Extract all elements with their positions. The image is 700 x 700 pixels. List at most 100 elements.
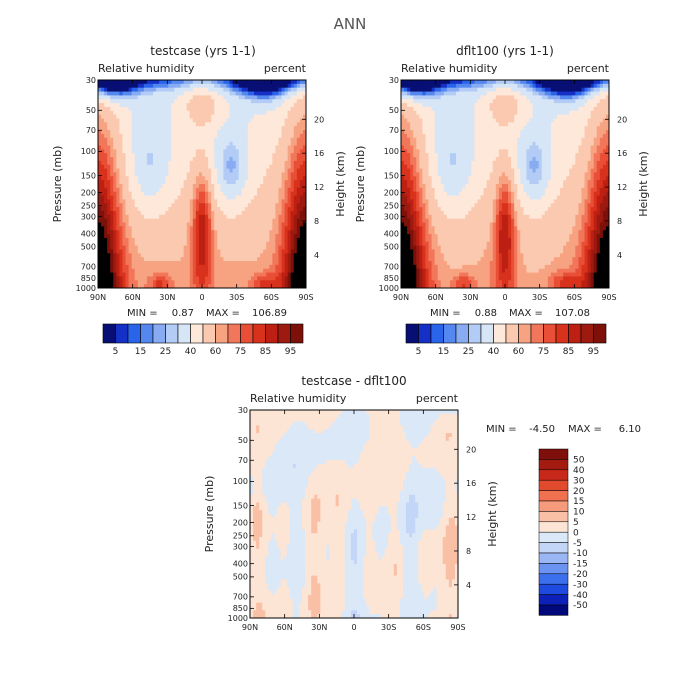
contour-cell: [98, 253, 102, 258]
contour-cell: [171, 230, 175, 235]
contour-cell: [235, 122, 240, 127]
contour-cell: [140, 284, 145, 289]
contour-cell: [462, 110, 466, 116]
contour-cell: [137, 153, 142, 158]
contour-cell: [422, 110, 426, 116]
contour-cell: [153, 95, 157, 100]
contour-cell: [272, 80, 276, 85]
contour-cell: [202, 91, 206, 96]
colorbar-label: 25: [160, 347, 171, 357]
contour-cell: [235, 276, 240, 281]
contour-cell: [281, 253, 285, 258]
contour-cell: [486, 126, 491, 131]
contour-cell: [101, 83, 105, 89]
contour-cell: [489, 110, 494, 116]
contour-cell: [128, 203, 133, 208]
contour-cell: [468, 137, 472, 143]
contour-cell: [250, 149, 255, 154]
contour-cell: [257, 99, 261, 104]
contour-cell: [486, 114, 491, 119]
contour-cell: [566, 87, 570, 92]
contour-cell: [290, 95, 295, 100]
contour-cell: [602, 95, 607, 100]
contour-cell: [186, 91, 191, 96]
contour-cell: [229, 191, 233, 196]
contour-cell: [523, 103, 527, 108]
contour-cell: [146, 184, 151, 189]
contour-cell: [254, 168, 258, 173]
contour-cell: [202, 141, 206, 146]
contour-cell: [244, 157, 249, 162]
contour-cell: [483, 118, 488, 123]
contour-cell: [508, 110, 512, 116]
contour-cell: [477, 95, 481, 100]
contour-cell: [180, 218, 185, 223]
contour-cell: [119, 95, 123, 100]
contour-cell: [195, 80, 200, 85]
contour-cell: [232, 114, 237, 119]
contour-cell: [223, 83, 227, 89]
contour-cell: [168, 268, 172, 273]
contour-cell: [192, 268, 197, 273]
contour-cell: [235, 176, 240, 181]
contour-cell: [278, 249, 282, 254]
contour-cell: [125, 130, 129, 135]
contour-cell: [98, 210, 102, 216]
contour-cell: [486, 145, 491, 150]
contour-cell: [223, 80, 227, 85]
contour-cell: [98, 230, 102, 235]
contour-cell: [431, 137, 436, 143]
contour-cell: [290, 264, 295, 270]
contour-cell: [272, 99, 276, 104]
contour-cell: [299, 207, 304, 212]
contour-cell: [287, 106, 292, 112]
contour-cell: [569, 137, 573, 143]
contour-cell: [165, 237, 169, 243]
contour-cell: [168, 195, 172, 200]
contour-cell: [104, 99, 108, 104]
contour-cell: [272, 199, 276, 204]
contour-cell: [122, 241, 126, 247]
contour-cell: [195, 149, 200, 154]
contour-cell: [263, 103, 267, 108]
contour-cell: [250, 114, 255, 119]
contour-cell: [217, 264, 221, 270]
contour-cell: [143, 149, 148, 154]
contour-cell: [413, 141, 417, 146]
contour-cell: [407, 114, 411, 119]
contour-cell: [575, 118, 579, 123]
contour-cell: [599, 118, 604, 123]
x-tick-label: 30N: [159, 293, 175, 302]
contour-cell: [413, 118, 417, 123]
contour-cell: [483, 114, 488, 119]
contour-cell: [425, 91, 429, 96]
contour-cell: [281, 133, 285, 139]
contour-cell: [269, 106, 273, 112]
contour-cell: [205, 99, 209, 104]
contour-cell: [189, 83, 194, 89]
contour-cell: [192, 95, 197, 100]
contour-cell: [290, 168, 295, 173]
contour-cell: [214, 191, 218, 196]
contour-cell: [134, 149, 139, 154]
contour-cell: [272, 114, 276, 119]
contour-cell: [156, 226, 160, 231]
contour-cell: [275, 184, 279, 189]
contour-cell: [293, 191, 298, 196]
contour-cell: [137, 110, 142, 116]
contour-cell: [101, 276, 105, 281]
contour-cell: [275, 207, 279, 212]
contour-cell: [272, 126, 276, 131]
contour-cell: [569, 99, 573, 104]
contour-cell: [162, 237, 166, 243]
contour-cell: [299, 241, 304, 247]
contour-cell: [183, 280, 188, 285]
contour-cell: [266, 203, 270, 208]
contour-cell: [440, 106, 445, 112]
contour-cell: [560, 80, 564, 85]
contour-cell: [195, 103, 200, 108]
contour-cell: [165, 180, 169, 185]
contour-cell: [226, 83, 230, 89]
contour-cell: [238, 160, 243, 166]
contour-cell: [238, 180, 243, 185]
